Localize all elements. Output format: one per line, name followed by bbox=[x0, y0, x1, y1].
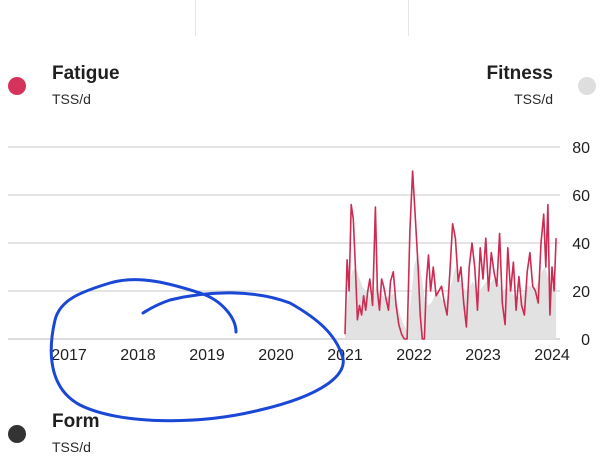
x-axis-ticks: 2017 2018 2019 2020 2021 2022 2023 2024 bbox=[51, 347, 570, 364]
fatigue-legend-title: Fatigue bbox=[52, 63, 120, 84]
annotation-circle-stroke bbox=[49, 278, 345, 423]
y-axis-ticks: 80 60 40 20 0 bbox=[572, 140, 590, 349]
x-tick-label: 2018 bbox=[120, 347, 156, 364]
form-legend-dot bbox=[8, 425, 26, 443]
fatigue-legend-unit: TSS/d bbox=[52, 91, 91, 107]
x-tick-label: 2022 bbox=[396, 347, 432, 364]
fitness-legend-dot bbox=[578, 77, 596, 95]
hand-drawn-annotation bbox=[49, 278, 345, 423]
y-tick-label: 60 bbox=[572, 188, 590, 205]
fatigue-legend-dot bbox=[8, 77, 26, 95]
top-divider-left bbox=[195, 0, 196, 36]
fitness-legend-title: Fitness bbox=[486, 63, 553, 84]
y-tick-label: 80 bbox=[572, 140, 590, 157]
fatigue-line-layer bbox=[344, 170, 557, 340]
y-tick-label: 20 bbox=[572, 284, 590, 301]
x-tick-label: 2020 bbox=[258, 347, 294, 364]
y-tick-label: 0 bbox=[581, 332, 590, 349]
top-divider-right bbox=[408, 0, 409, 36]
form-legend-unit: TSS/d bbox=[52, 439, 91, 455]
fatigue-line bbox=[344, 170, 557, 340]
x-tick-label: 2021 bbox=[327, 347, 363, 364]
x-tick-label: 2023 bbox=[465, 347, 501, 364]
x-tick-label: 2017 bbox=[51, 347, 87, 364]
x-tick-label: 2024 bbox=[534, 347, 570, 364]
x-tick-label: 2019 bbox=[189, 347, 225, 364]
y-tick-label: 40 bbox=[572, 236, 590, 253]
form-legend-title: Form bbox=[52, 411, 100, 432]
fitness-legend-unit: TSS/d bbox=[514, 91, 553, 107]
